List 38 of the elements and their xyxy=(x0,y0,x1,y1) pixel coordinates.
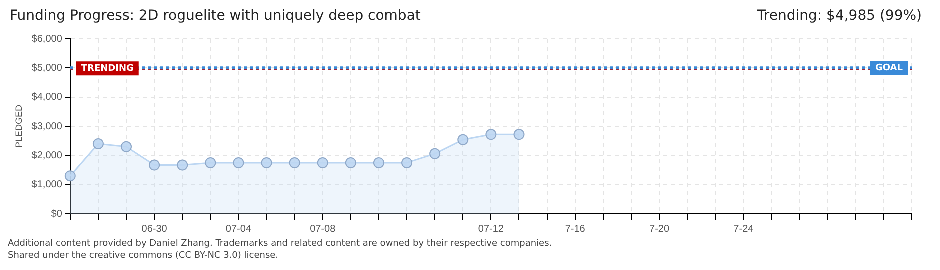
x-tick-label: 7-16 xyxy=(565,224,586,235)
point xyxy=(205,157,216,168)
point xyxy=(92,138,104,150)
chart-title: Funding Progress: 2D roguelite with uniquely deep combat xyxy=(10,8,421,24)
point xyxy=(120,141,132,152)
x-tick-label: 07-04 xyxy=(226,224,252,235)
point xyxy=(430,148,441,160)
point xyxy=(317,157,328,168)
y-tick-label: $2,000 xyxy=(32,150,63,162)
y-tick-label: $6,000 xyxy=(32,34,63,45)
point xyxy=(149,160,160,171)
point xyxy=(177,160,188,171)
ref-line-label: GOAL xyxy=(876,64,904,74)
point xyxy=(233,157,244,168)
point xyxy=(486,129,497,140)
y-tick-label: $4,000 xyxy=(32,92,63,104)
text: Trending: $4,985 (99%) xyxy=(757,8,922,24)
text: Shared under the creative commons (CC BY-NC 3.0) license. xyxy=(8,250,280,262)
y-axis-title: PLEDGED xyxy=(14,104,24,148)
point xyxy=(261,157,272,168)
point xyxy=(64,170,76,182)
ref-line-label: TRENDING xyxy=(81,64,134,74)
y-tick-label: $0 xyxy=(51,208,63,220)
x-tick-label: 07-08 xyxy=(310,224,336,235)
point xyxy=(458,134,469,146)
point xyxy=(289,157,300,168)
point xyxy=(402,157,413,168)
point xyxy=(373,157,384,168)
point xyxy=(514,129,525,140)
x-tick-label: 07-12 xyxy=(478,224,504,235)
x-tick-label: 7-20 xyxy=(650,224,670,235)
y-tick-label: $1,000 xyxy=(32,180,63,191)
y-tick-label: $3,000 xyxy=(32,121,63,132)
x-tick-label: 7-24 xyxy=(734,224,754,235)
point xyxy=(345,157,356,168)
text: Additional content provided by Daniel Zhang. Trademarks and related content are owned by their respective companies. xyxy=(8,238,554,250)
y-tick-label: $5,000 xyxy=(32,62,63,74)
x-tick-label: 06-30 xyxy=(142,224,168,235)
